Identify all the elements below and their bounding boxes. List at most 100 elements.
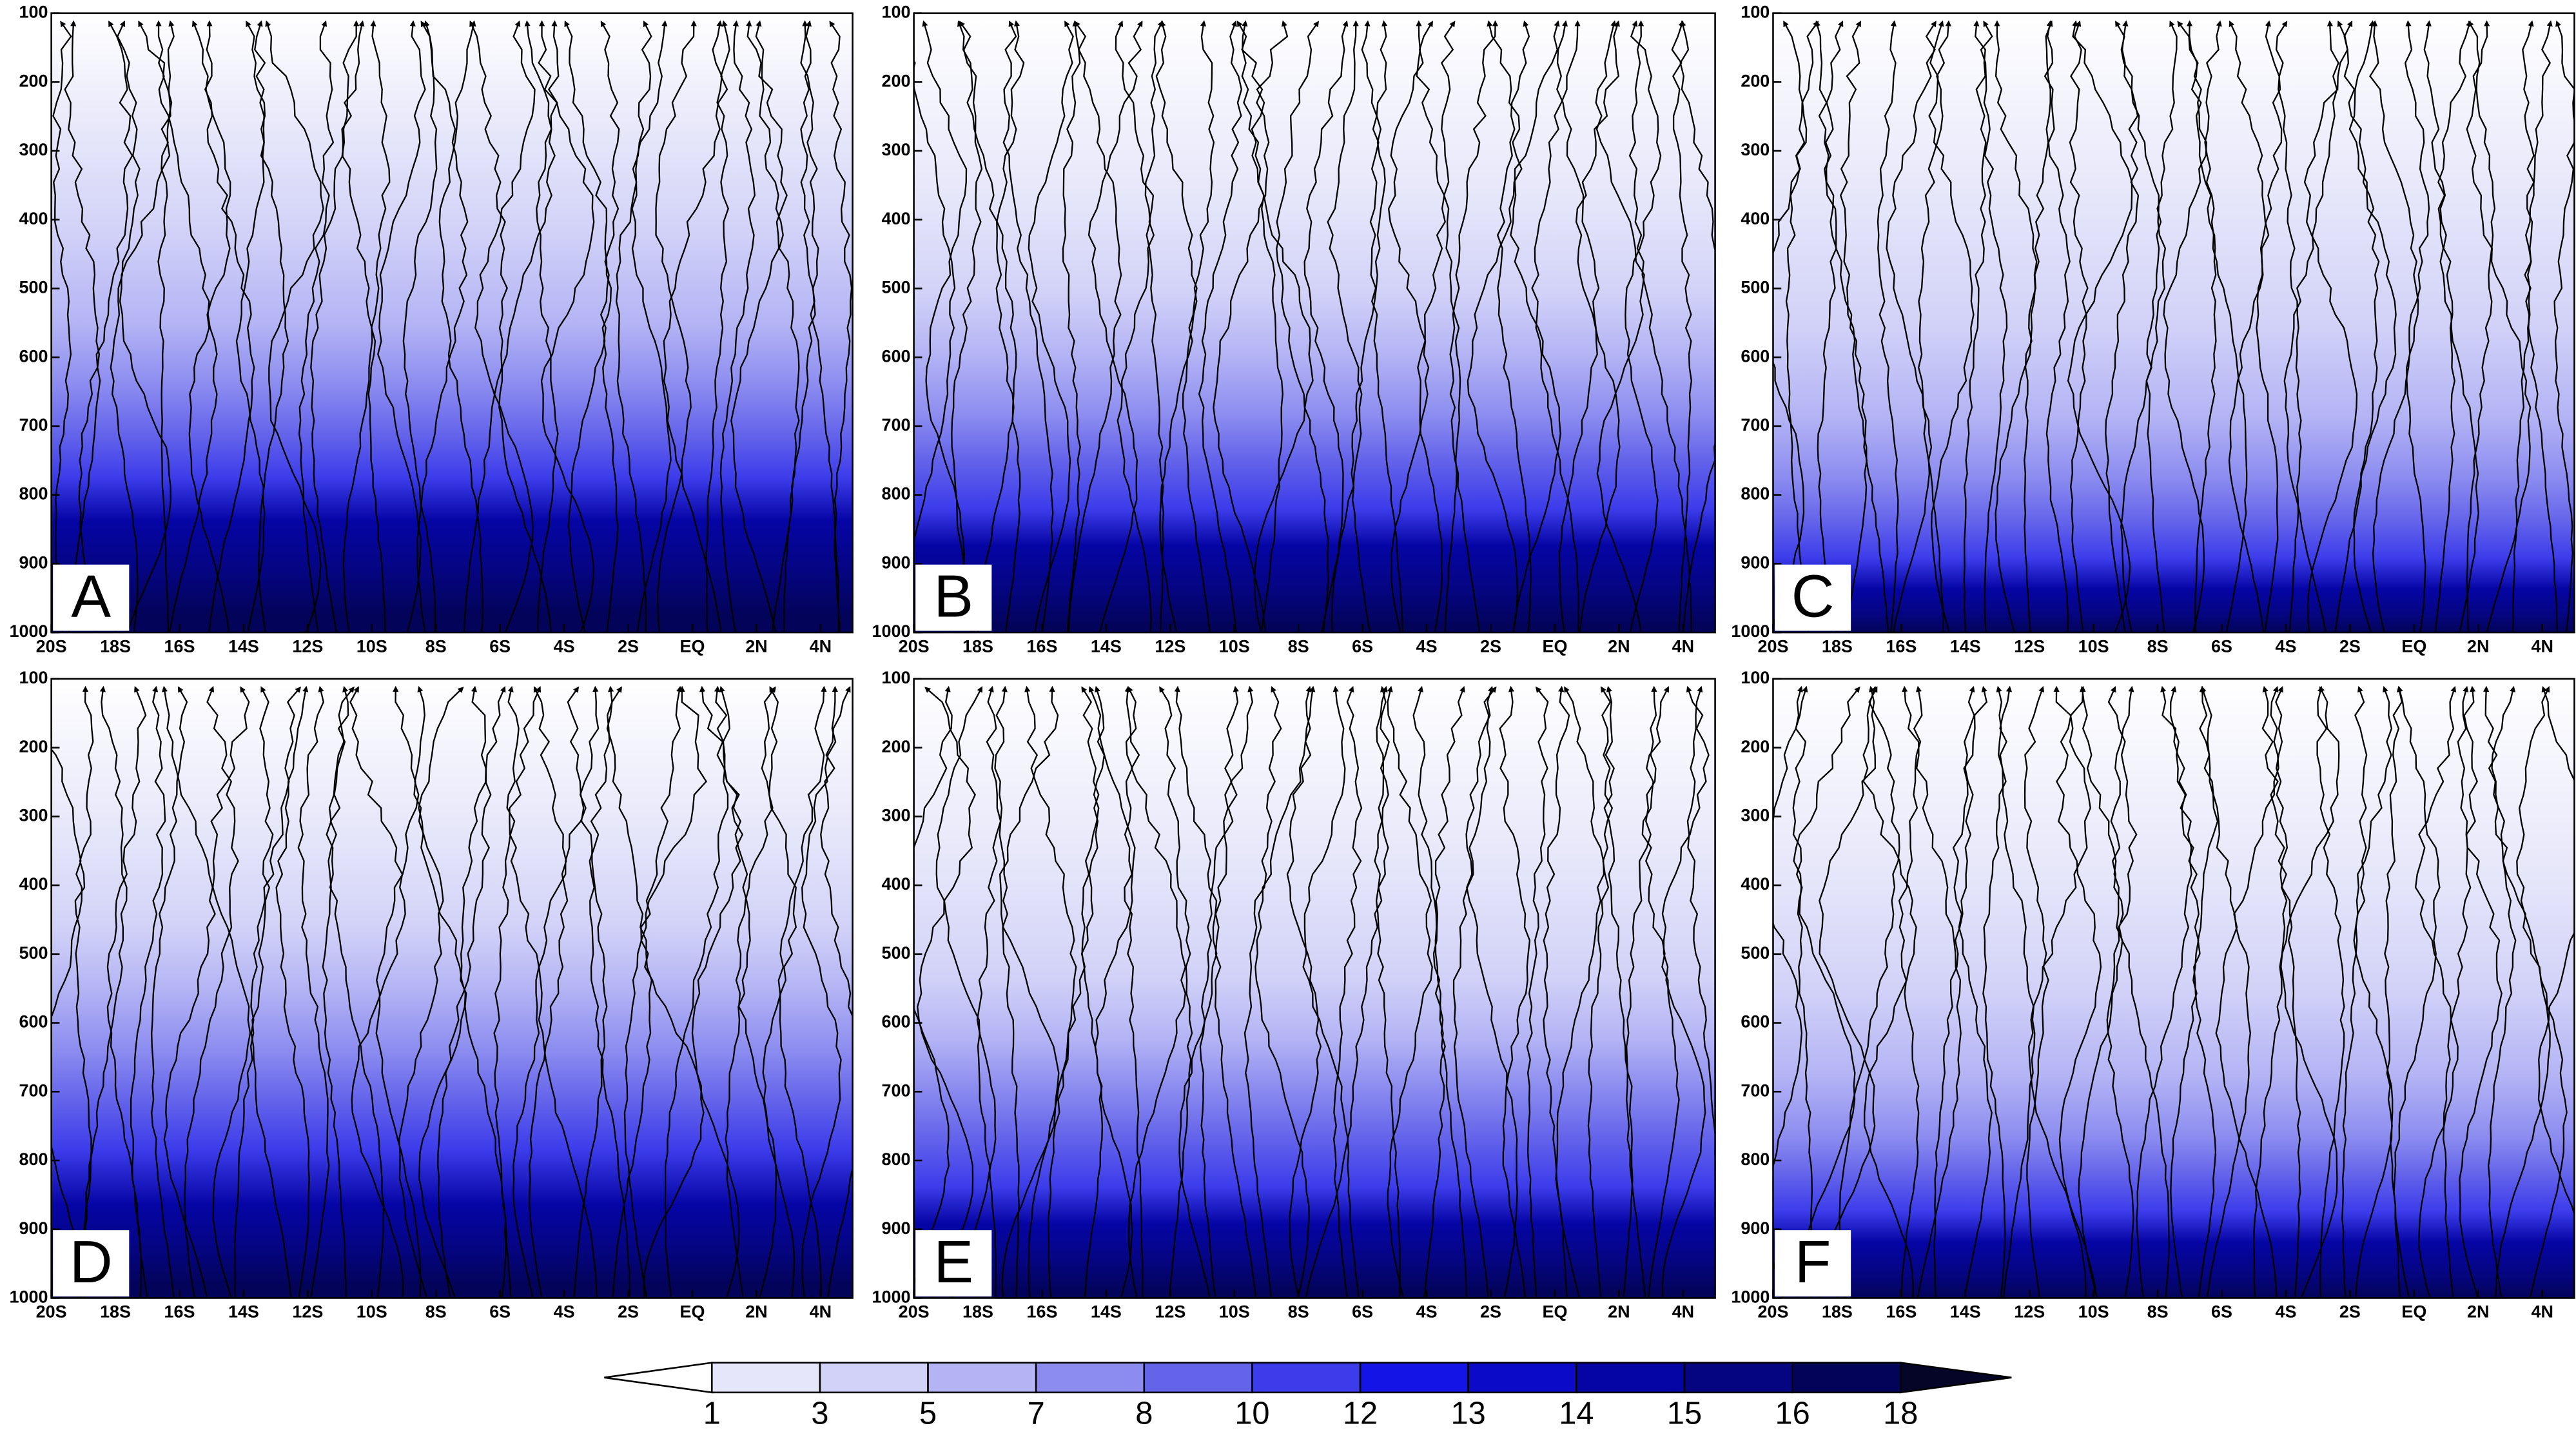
colorbar-box (1791, 1362, 1902, 1394)
y-tick-label: 200 (19, 71, 48, 90)
streamline (1555, 686, 1605, 1298)
streamline (589, 686, 631, 1298)
x-tick-label: 14S (1091, 636, 1122, 656)
y-tick-label: 300 (881, 806, 910, 825)
streamline (298, 20, 335, 633)
streamline (1159, 686, 1193, 1298)
streamline (1416, 20, 1446, 633)
streamline (1174, 685, 1218, 1298)
streamline (2044, 20, 2071, 633)
streamline (1496, 20, 1532, 633)
x-tick-label: 16S (1886, 636, 1917, 656)
streamline (1241, 20, 1283, 633)
plot-frame (50, 678, 854, 1299)
x-tick-label: 8S (425, 636, 447, 656)
streamline (1877, 20, 1899, 633)
colorbar-label: 18 (1883, 1396, 1918, 1431)
streamline (777, 685, 827, 1298)
streamline (1679, 20, 1715, 633)
streamline (1182, 20, 1215, 633)
y-tick-label: 700 (19, 1081, 48, 1100)
x-tick-label: 18S (1822, 1302, 1853, 1322)
streamline (74, 685, 94, 1298)
x-tick-label: EQ (1543, 636, 1568, 656)
streamline (250, 686, 302, 1298)
streamline (2303, 20, 2358, 633)
streamline (1793, 686, 1860, 1298)
streamline (1302, 685, 1349, 1298)
streamline (1526, 686, 1549, 1298)
y-tick-label: 800 (1741, 1150, 1770, 1169)
x-tick-label: 4N (810, 1302, 832, 1322)
streamline (234, 686, 274, 1298)
streamline (1982, 685, 2013, 1298)
y-tick-label: 900 (881, 1219, 910, 1238)
y-tick-label: 300 (881, 140, 910, 159)
x-tick-label: 10S (2078, 1302, 2109, 1322)
streamline (2393, 685, 2441, 1298)
streamline (1213, 20, 1270, 633)
y-tick-label: 800 (1741, 484, 1770, 504)
y-tick-label: 900 (1741, 1219, 1770, 1238)
x-tick-label: 20S (36, 636, 67, 656)
streamline (83, 685, 128, 1298)
streamline (1963, 20, 1987, 633)
streamline (1980, 20, 2008, 633)
streamline (2466, 20, 2496, 633)
streamline (130, 685, 166, 1298)
streamline (2253, 685, 2288, 1298)
streamline (2280, 686, 2340, 1298)
streamline (2316, 685, 2345, 1298)
streamline (1215, 685, 1257, 1298)
streamline (1898, 685, 1923, 1298)
y-tick-label: 700 (881, 1081, 910, 1100)
x-tick-label: 4S (554, 636, 575, 656)
streamline (2056, 685, 2102, 1298)
streamline (2228, 20, 2270, 633)
streamline (2275, 21, 2302, 633)
streamline (1499, 685, 1531, 1298)
y-tick-label: 400 (1741, 209, 1770, 228)
streamline (1952, 685, 1993, 1298)
x-tick-label: 18S (100, 1302, 131, 1322)
streamline (2537, 685, 2575, 1217)
x-tick-label: 10S (356, 1302, 387, 1322)
colorbar-label: 3 (811, 1396, 828, 1431)
colorbar-box (1359, 1362, 1469, 1394)
plot-frame (1772, 12, 2575, 634)
colorbar-label: 10 (1234, 1396, 1269, 1431)
streamline (1047, 686, 1100, 1298)
panel-label: E (933, 1228, 973, 1295)
streamline (2105, 20, 2140, 633)
streamline (1002, 20, 1054, 633)
streamline (1387, 685, 1433, 1298)
y-tick-label: 300 (1741, 140, 1770, 159)
streamline (1595, 20, 1645, 633)
streamline (640, 685, 708, 1298)
streamline (393, 685, 444, 1298)
streamline (1626, 685, 1657, 1298)
streamline (829, 21, 853, 633)
y-tick-label: 300 (19, 140, 48, 159)
y-tick-label: 700 (19, 415, 48, 435)
streamlines (913, 20, 1715, 633)
x-tick-label: 6S (489, 636, 511, 656)
panel-label: B (933, 563, 973, 630)
streamline (1144, 20, 1165, 633)
x-tick-label: 2N (2467, 636, 2489, 656)
streamline (2136, 685, 2192, 1298)
streamline (1412, 685, 1446, 1298)
streamline (1440, 21, 1461, 633)
streamline (691, 685, 744, 1298)
streamline (418, 687, 467, 1298)
colorbar-box (1576, 1362, 1686, 1394)
colorbar-box (819, 1362, 929, 1394)
streamline (2414, 685, 2459, 1298)
streamline (1587, 686, 1614, 1298)
colorbar: 1 3 5 7 8 10 12 13 14 15 16 18 (604, 1362, 2012, 1431)
streamline (52, 21, 72, 633)
streamline (2369, 20, 2419, 633)
y-tick-label: 500 (1741, 943, 1770, 963)
